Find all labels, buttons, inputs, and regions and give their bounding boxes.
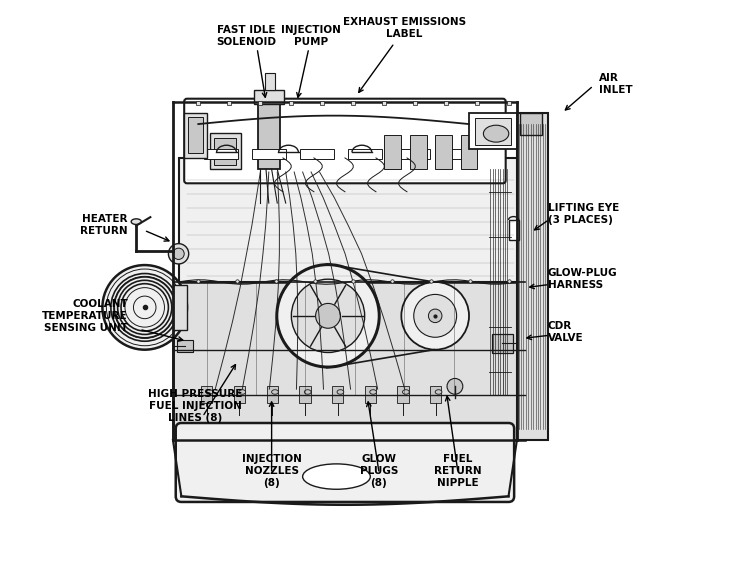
Ellipse shape: [303, 464, 370, 489]
Text: HIGH PRESSURE
FUEL INJECTION
LINES (8): HIGH PRESSURE FUEL INJECTION LINES (8): [148, 389, 243, 423]
Ellipse shape: [304, 390, 311, 394]
Ellipse shape: [484, 125, 509, 142]
Circle shape: [291, 279, 365, 352]
Bar: [201, 386, 212, 403]
Ellipse shape: [403, 390, 409, 394]
Bar: [410, 135, 427, 169]
Bar: [173, 285, 187, 330]
Bar: [492, 334, 513, 352]
Bar: [444, 149, 478, 159]
Bar: [188, 117, 203, 153]
Bar: [398, 386, 409, 403]
Bar: [209, 133, 240, 169]
Circle shape: [173, 248, 184, 259]
Text: GLOW-PLUG
HARNESS: GLOW-PLUG HARNESS: [548, 268, 617, 290]
Bar: [469, 113, 517, 149]
Bar: [509, 220, 519, 240]
Bar: [348, 149, 381, 159]
Circle shape: [414, 294, 456, 337]
FancyBboxPatch shape: [173, 282, 526, 440]
Text: FAST IDLE
SOLENOID: FAST IDLE SOLENOID: [216, 25, 276, 47]
Bar: [267, 386, 278, 403]
Bar: [214, 138, 235, 165]
Bar: [395, 149, 429, 159]
Circle shape: [102, 265, 187, 350]
Bar: [252, 149, 286, 159]
Bar: [299, 386, 310, 403]
Ellipse shape: [131, 219, 141, 224]
Bar: [234, 386, 245, 403]
Text: AIR
INLET: AIR INLET: [599, 73, 632, 95]
Text: INJECTION
NOZZLES
(8): INJECTION NOZZLES (8): [242, 454, 301, 488]
Text: GLOW
PLUGS
(8): GLOW PLUGS (8): [359, 454, 398, 488]
Bar: [430, 386, 442, 403]
Bar: [204, 149, 238, 159]
Ellipse shape: [272, 390, 279, 394]
Bar: [332, 386, 343, 403]
Circle shape: [447, 378, 463, 394]
Text: LIFTING EYE
(3 PLACES): LIFTING EYE (3 PLACES): [548, 203, 619, 225]
Bar: [520, 113, 542, 135]
Ellipse shape: [207, 390, 213, 394]
Bar: [435, 135, 452, 169]
Text: CDR
VALVE: CDR VALVE: [548, 321, 584, 343]
Bar: [254, 90, 284, 104]
FancyBboxPatch shape: [184, 99, 506, 183]
FancyBboxPatch shape: [176, 423, 514, 502]
Bar: [384, 135, 401, 169]
Bar: [461, 135, 478, 169]
Ellipse shape: [337, 390, 344, 394]
Bar: [265, 73, 275, 90]
Text: FUEL
RETURN
NIPPLE: FUEL RETURN NIPPLE: [434, 454, 481, 488]
Bar: [184, 113, 207, 158]
Text: COOLANT
TEMPERATURE
SENSING UNIT: COOLANT TEMPERATURE SENSING UNIT: [42, 299, 128, 333]
Bar: [300, 149, 334, 159]
Text: EXHAUST EMISSIONS
LABEL: EXHAUST EMISSIONS LABEL: [343, 17, 466, 39]
Circle shape: [315, 303, 340, 328]
Text: INJECTION
PUMP: INJECTION PUMP: [282, 25, 341, 47]
Bar: [475, 118, 512, 145]
Bar: [177, 340, 193, 352]
Ellipse shape: [239, 390, 245, 394]
Ellipse shape: [370, 390, 376, 394]
Bar: [365, 386, 376, 403]
Text: HEATER
RETURN: HEATER RETURN: [80, 214, 128, 236]
Circle shape: [277, 265, 379, 367]
Ellipse shape: [435, 390, 442, 394]
Circle shape: [401, 282, 469, 350]
Circle shape: [429, 309, 442, 323]
Bar: [257, 102, 280, 169]
FancyBboxPatch shape: [517, 113, 548, 440]
Circle shape: [168, 244, 189, 264]
FancyBboxPatch shape: [179, 158, 520, 282]
